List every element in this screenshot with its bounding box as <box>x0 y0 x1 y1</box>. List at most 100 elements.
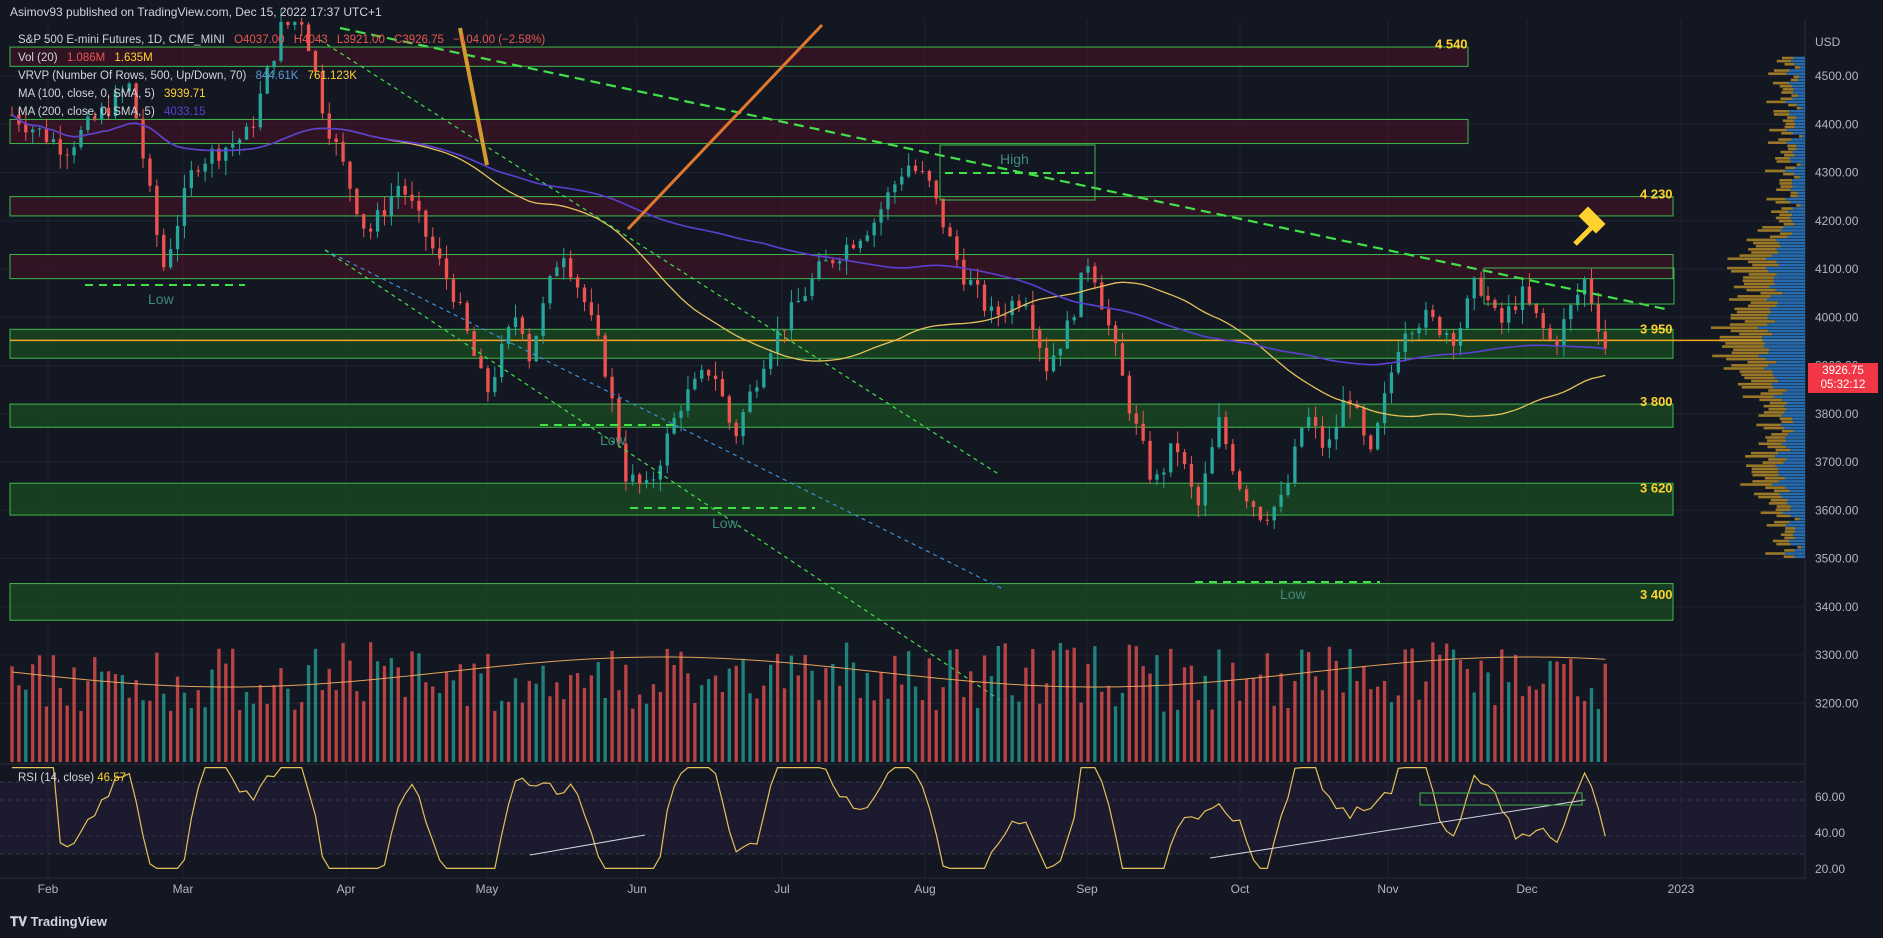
candle-body <box>368 228 373 232</box>
volume-profile-bar-down <box>1744 282 1775 286</box>
candle-body <box>286 21 290 25</box>
time-tick-label: Dec <box>1516 882 1537 896</box>
volume-bar <box>1244 678 1249 762</box>
rsi-trendline-2 <box>1209 799 1586 859</box>
volume-bar <box>548 696 552 762</box>
candle-body <box>900 176 904 185</box>
volume-bar <box>851 662 856 762</box>
volume-bar <box>513 678 518 762</box>
candle-body <box>810 278 814 297</box>
volume-bar <box>755 698 759 762</box>
candle-body <box>1231 444 1235 472</box>
zone-label: Low <box>712 515 739 531</box>
volume-bar <box>1541 683 1545 762</box>
volume-profile-bar-down <box>1742 279 1774 282</box>
volume-profile-bar-up <box>1765 342 1805 345</box>
candle-body <box>1279 494 1283 507</box>
volume-profile-bar-down <box>1762 226 1784 229</box>
volume-profile-bar-up <box>1787 401 1805 405</box>
volume-profile-bar-down <box>1751 251 1779 254</box>
volume-profile-bar-up <box>1784 404 1805 408</box>
volume-profile-bar-down <box>1781 131 1794 135</box>
volume-bar <box>575 673 580 762</box>
candle-body <box>251 126 256 128</box>
volume-profile-bar-up <box>1794 536 1805 540</box>
volume-profile-bar-up <box>1790 505 1805 508</box>
volume-bar <box>727 668 731 762</box>
candle-body <box>1155 474 1159 480</box>
volume-profile-bar-down <box>1760 291 1783 295</box>
volume-bar <box>1107 685 1111 762</box>
volume-profile-bar-down <box>1768 389 1787 392</box>
volume-bar <box>258 684 262 762</box>
candle-body <box>513 317 518 328</box>
volume-bar <box>403 696 407 762</box>
candle-body <box>1389 372 1394 394</box>
legend-change: −104.00 (−2.58%) <box>453 34 546 46</box>
volume-profile-bar-down <box>1744 376 1775 380</box>
volume-profile-bar-up <box>1796 144 1805 148</box>
volume-profile-bar-up <box>1776 304 1805 308</box>
volume-bar <box>844 642 849 762</box>
volume-profile-bar-up <box>1769 307 1805 311</box>
volume-bar <box>693 702 697 762</box>
volume-profile-bar-up <box>1794 125 1805 129</box>
ma200-line <box>11 114 1606 366</box>
volume-bar <box>1438 654 1442 762</box>
volume-bar <box>817 700 821 762</box>
volume-profile-bar-up <box>1788 433 1805 436</box>
legend-open: O4037.00 <box>234 34 285 46</box>
channel-mid-line <box>324 249 1006 591</box>
volume-bar <box>410 651 414 762</box>
volume-profile-bar-up <box>1778 470 1805 474</box>
volume-profile-bar-up <box>1790 188 1805 192</box>
volume-profile-bar-down <box>1766 197 1786 201</box>
legend-ma100-label: MA (100, close, 0, SMA, 5) <box>18 88 155 100</box>
volume-bar <box>486 653 490 762</box>
time-tick-label: 2023 <box>1668 882 1695 896</box>
volume-profile-bar-down <box>1784 62 1795 66</box>
volume-profile-bar-up <box>1767 329 1805 333</box>
volume-profile-bar-up <box>1769 348 1805 351</box>
candle-body <box>327 113 331 139</box>
candle-body <box>272 60 276 68</box>
volume-profile-bar-down <box>1779 232 1793 235</box>
volume-profile-bar-up <box>1767 323 1805 326</box>
candle-body <box>817 261 821 279</box>
candle-body <box>189 170 193 189</box>
volume-bar <box>99 671 104 762</box>
candle-body <box>1258 506 1263 520</box>
volume-profile-bar-up <box>1764 367 1805 370</box>
volume-profile-bar-up <box>1795 122 1805 126</box>
legend-ma200-row: MA (200, close, 0, SMA, 5) 4033.15 <box>18 106 212 118</box>
volume-profile-bar-up <box>1792 150 1805 154</box>
volume-profile-bar-down <box>1775 216 1791 220</box>
candle-body <box>155 185 159 235</box>
legend-ma200-value: 4033.15 <box>163 106 206 118</box>
volume-profile-bar-up <box>1791 219 1805 223</box>
candle-body <box>37 128 42 130</box>
volume-profile-bar-down <box>1752 263 1779 267</box>
volume-profile-bar-down <box>1784 549 1795 552</box>
volume-profile-bar-up <box>1786 389 1805 392</box>
price-tick-label: 3400.00 <box>1815 600 1859 614</box>
volume-profile-bar-down <box>1759 398 1783 402</box>
volume-profile-bar-up <box>1793 119 1805 123</box>
volume-profile-bar-down <box>1746 288 1776 292</box>
volume-profile-bar-down <box>1793 175 1800 179</box>
volume-profile-bar-up <box>1801 545 1805 549</box>
price-tick-label: 3800.00 <box>1815 407 1859 421</box>
candle-body <box>955 236 959 260</box>
candle-body <box>431 236 435 249</box>
volume-profile-bar-down <box>1736 310 1771 314</box>
volume-bar <box>1493 705 1497 762</box>
volume-profile-bar-down <box>1785 527 1796 530</box>
candle-body <box>975 280 980 285</box>
volume-bar <box>1293 680 1297 762</box>
tradingview-footer[interactable]: 𝐓𝐕 TradingView <box>10 914 107 930</box>
volume-bar <box>1555 661 1559 762</box>
volume-profile-bar-up <box>1799 75 1805 79</box>
candle-body <box>389 196 394 216</box>
volume-bar <box>203 707 207 762</box>
